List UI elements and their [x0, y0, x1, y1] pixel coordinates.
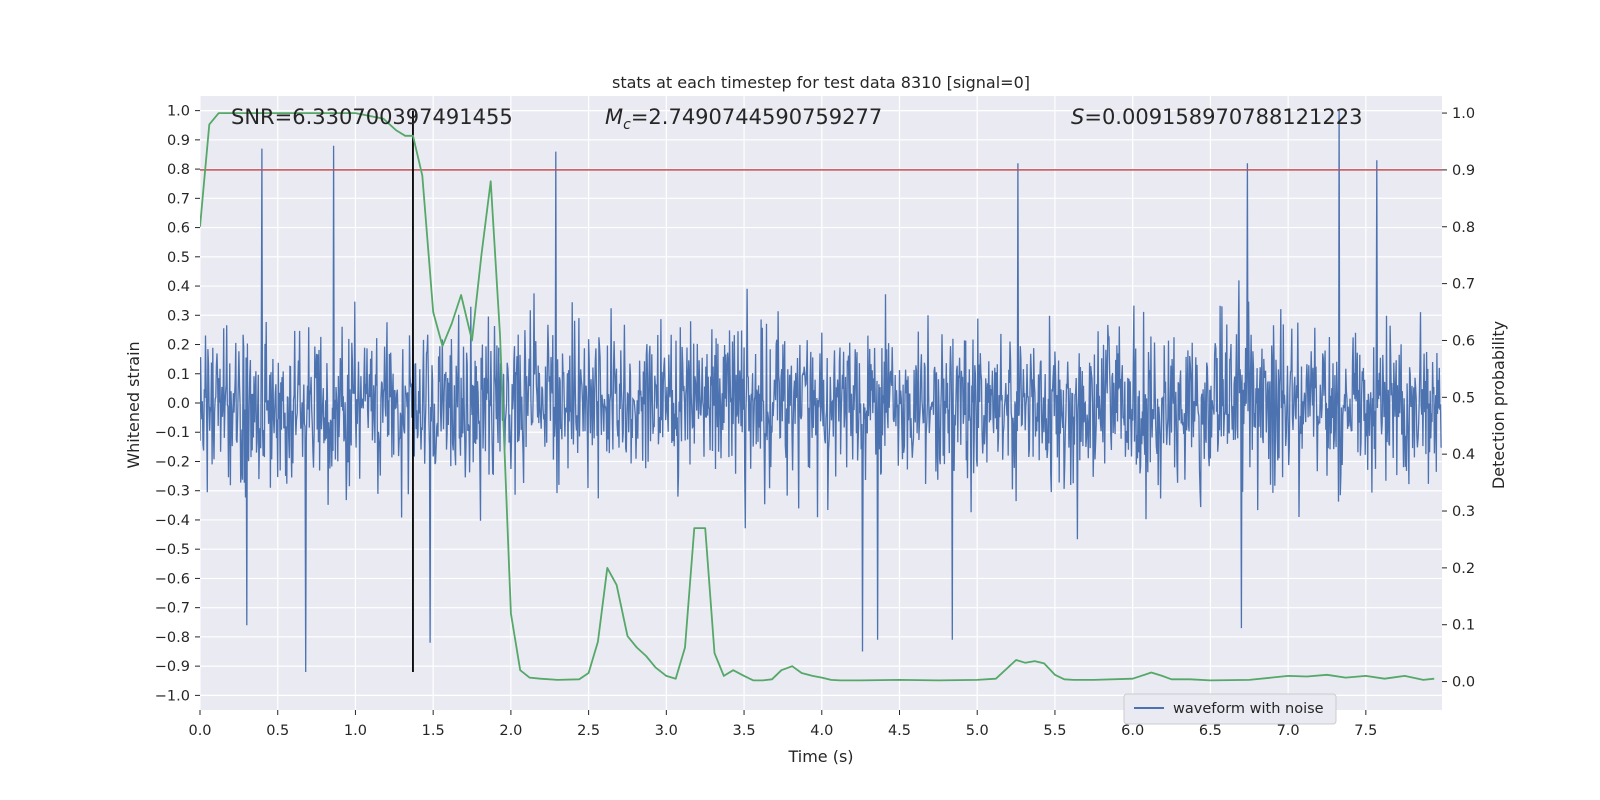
x-tick-label: 6.0	[1121, 723, 1144, 739]
left-y-tick-label: 0.3	[167, 308, 190, 324]
chirp-mass-symbol: M	[605, 105, 623, 129]
right-y-axis-label: Detection probability	[1489, 321, 1508, 489]
left-y-tick-label: −0.9	[155, 659, 190, 675]
left-y-tick-label: 0.5	[167, 250, 190, 266]
right-y-tick-label: 0.7	[1452, 277, 1475, 293]
left-y-tick-label: −0.1	[155, 425, 190, 441]
waveform-line	[200, 110, 1442, 673]
right-y-tick-label: 0.2	[1452, 561, 1475, 577]
left-y-tick-label: 0.8	[167, 162, 190, 178]
left-y-tick-label: −0.8	[155, 630, 190, 646]
legend-box	[1123, 693, 1337, 725]
left-y-tick-label: −0.2	[155, 454, 190, 470]
legend-label: waveform with noise	[1173, 701, 1324, 717]
right-y-tick-label: 0.5	[1452, 390, 1475, 406]
left-y-tick-label: 0.0	[167, 396, 190, 412]
detection-probability-line	[200, 112, 1435, 682]
left-y-tick-label: −0.3	[155, 484, 190, 500]
x-tick-label: 6.5	[1199, 723, 1222, 739]
left-y-tick-label: −0.7	[155, 601, 190, 617]
x-tick-label: 7.0	[1277, 723, 1300, 739]
left-y-tick-label: 0.6	[167, 221, 190, 237]
x-tick-label: 3.0	[655, 723, 678, 739]
x-tick-label: 2.0	[499, 723, 522, 739]
left-y-tick-label: −0.5	[155, 542, 190, 558]
s-statistic-symbol: S	[1071, 105, 1084, 129]
left-y-tick-label: 0.9	[167, 133, 190, 149]
right-y-tick-label: 0.1	[1452, 618, 1475, 634]
x-tick-label: 7.5	[1354, 723, 1377, 739]
right-y-tick-label: 0.4	[1452, 447, 1475, 463]
left-y-tick-label: −1.0	[155, 688, 190, 704]
chirp-mass-subscript: c	[623, 117, 631, 133]
right-y-axis-ticks: 0.0 0.1 0.2 0.3 0.4 0.5 0.6 0.7 0.8 0.9 1.0	[1442, 106, 1475, 691]
waveform-series	[200, 110, 1442, 673]
x-tick-label: 0.5	[266, 723, 289, 739]
right-y-tick-label: 0.9	[1452, 163, 1475, 179]
left-y-tick-label: 1.0	[167, 104, 190, 120]
chirp-mass-value: =2.7490744590759277	[631, 105, 882, 129]
probability-series	[200, 112, 1435, 682]
right-y-tick-label: 0.6	[1452, 333, 1475, 349]
chart-title: stats at each timestep for test data 831…	[612, 73, 1030, 92]
right-y-tick-label: 1.0	[1452, 106, 1475, 122]
snr-annotation: SNR=6.330700397491455	[231, 105, 513, 129]
left-y-tick-label: −0.6	[155, 571, 190, 587]
x-tick-label: 4.0	[810, 723, 833, 739]
left-y-tick-label: 0.7	[167, 191, 190, 207]
x-tick-label: 1.5	[422, 723, 445, 739]
chirp-mass-annotation: Mc=2.7490744590759277	[605, 105, 882, 133]
left-y-axis-ticks: −1.0 −0.9 −0.8 −0.7 −0.6 −0.5 −0.4 −0.3 −0.2 −0.1…	[155, 104, 200, 704]
right-y-tick-label: 0.0	[1452, 675, 1475, 691]
left-y-tick-label: −0.4	[155, 513, 190, 529]
left-y-tick-label: 0.4	[167, 279, 190, 295]
x-tick-label: 1.0	[344, 723, 367, 739]
right-y-tick-label: 0.3	[1452, 504, 1475, 520]
x-axis-ticks: 0.0 0.5 1.0 1.5 2.0 2.5 3.0 3.5 4.0 4.5 5.0 5.5 6.0 6…	[188, 710, 1377, 739]
x-tick-label: 0.0	[188, 723, 211, 739]
s-statistic-annotation: S=0.009158970788121223	[1071, 105, 1362, 129]
x-axis-label: Time (s)	[787, 747, 853, 766]
left-y-axis-label: Whitened strain	[124, 341, 143, 468]
s-statistic-value: =0.009158970788121223	[1084, 105, 1362, 129]
chart-overlays	[200, 110, 1442, 672]
right-y-tick-label: 0.8	[1452, 220, 1475, 236]
legend: waveform with noise	[1123, 693, 1337, 725]
left-y-tick-label: 0.1	[167, 367, 190, 383]
left-y-tick-label: 0.2	[167, 338, 190, 354]
x-tick-label: 3.5	[733, 723, 756, 739]
x-tick-label: 5.5	[1043, 723, 1066, 739]
x-tick-label: 5.0	[966, 723, 989, 739]
x-tick-label: 2.5	[577, 723, 600, 739]
x-tick-label: 4.5	[888, 723, 911, 739]
